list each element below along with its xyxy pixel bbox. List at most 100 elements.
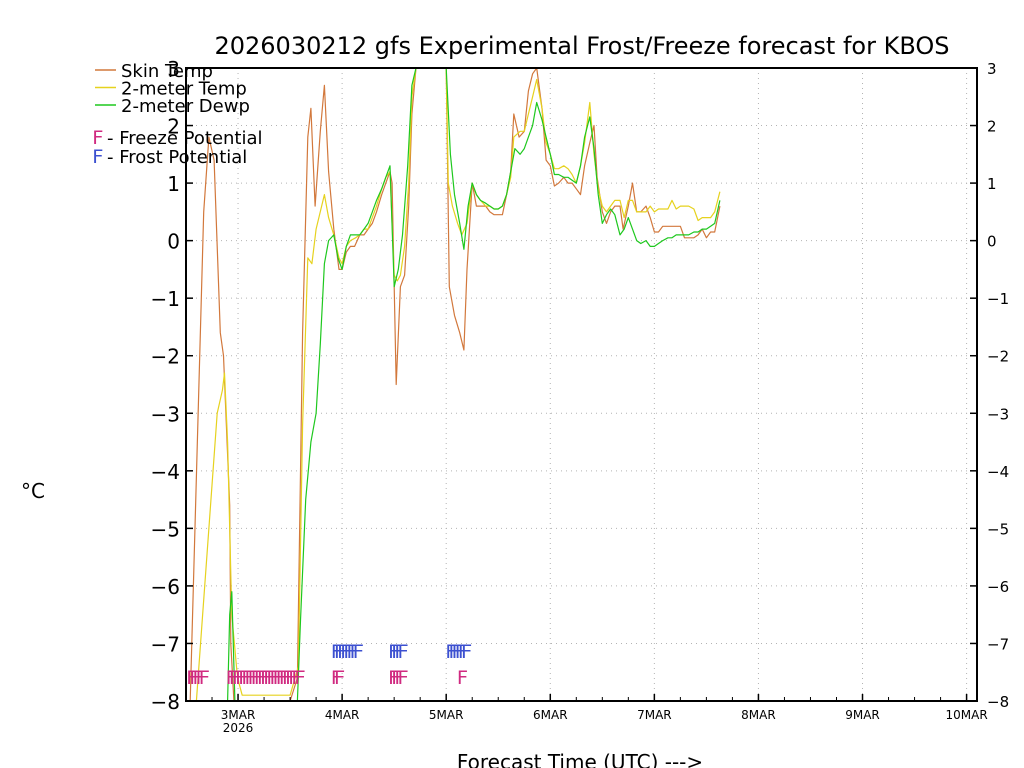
x-tick-label: 9MAR: [845, 708, 880, 722]
freeze-marker: F: [189, 667, 200, 689]
y-tick-label-right: 0: [987, 233, 997, 251]
y-axis-left: −8 −7 −6 −5 −4 −3 −2 −1 0 1 2 3: [151, 57, 193, 714]
y-tick-label-right: −8: [987, 693, 1009, 711]
freeze-marker: F: [388, 667, 399, 689]
freeze-marker: F: [232, 667, 243, 689]
freeze-marker: F: [394, 667, 405, 689]
x-axis-label: Forecast Time (UTC) --->: [457, 750, 703, 768]
freeze-marker: F: [235, 667, 246, 689]
legend-marker-glyph-1: F: [92, 127, 103, 149]
y-tick-label-right: −3: [987, 405, 1009, 423]
y-tick-label-right: 1: [987, 175, 997, 193]
freeze-marker: F: [391, 667, 402, 689]
freeze-marker: F: [241, 667, 252, 689]
y-tick-label-left: 1: [167, 172, 180, 196]
freeze-marker: F: [251, 667, 262, 689]
freeze-marker: F: [397, 667, 408, 689]
y-tick-label-right: 3: [987, 60, 997, 78]
y-axis-label: °C: [21, 479, 45, 503]
freeze-marker: F: [276, 667, 287, 689]
x-tick-sublabel: 2026: [223, 721, 254, 735]
series-group: [189, 67, 721, 702]
y-tick-label-left: 0: [167, 230, 180, 254]
legend-marker-label-1: - Freeze Potential: [107, 128, 263, 149]
legend-label-2: 2-meter Temp: [121, 79, 247, 100]
frost-marker: F: [458, 641, 469, 663]
frost-marker: F: [331, 641, 342, 663]
frost-marker: F: [337, 641, 348, 663]
freeze-marker: F: [254, 667, 265, 689]
y-tick-label-left: 2: [167, 115, 180, 139]
freeze-marker: F: [266, 667, 277, 689]
x-tick-label: 8MAR: [741, 708, 776, 722]
y-tick-label-right: −1: [987, 290, 1009, 308]
freeze-marker: F: [186, 667, 197, 689]
freeze-marker: F: [238, 667, 249, 689]
y-tick-label-right: −5: [987, 520, 1009, 538]
frost-marker: F: [394, 641, 405, 663]
frost-marker: F: [448, 641, 459, 663]
legend-marker-glyph-2: F: [92, 146, 103, 168]
y-tick-label-right: −4: [987, 463, 1009, 481]
y-tick-label-right: 2: [987, 118, 997, 136]
freeze-marker: F: [198, 667, 209, 689]
x-tick-label: 3MAR: [221, 708, 256, 722]
freeze-marker: F: [247, 667, 258, 689]
y-tick-label-left: −7: [151, 632, 180, 656]
freeze-marker: F: [257, 667, 268, 689]
freeze-marker: F: [226, 667, 237, 689]
legend-label-3: 2-meter Dewp: [121, 96, 250, 117]
frost-marker: F: [340, 641, 351, 663]
x-tick-label: 6MAR: [533, 708, 568, 722]
freeze-marker: F: [457, 667, 468, 689]
y-tick-label-left: −6: [151, 575, 180, 599]
freeze-marker: F: [195, 667, 206, 689]
freeze-marker: F: [334, 667, 345, 689]
frost-marker: F: [343, 641, 354, 663]
freeze-marker: F: [331, 667, 342, 689]
y-tick-label-left: −4: [151, 460, 180, 484]
frost-marker: F: [455, 641, 466, 663]
frost-marker: F: [397, 641, 408, 663]
frost-marker: F: [451, 641, 462, 663]
freeze-marker: F: [285, 667, 296, 689]
frost-marker: F: [391, 641, 402, 663]
plot-frame: [185, 67, 978, 702]
y-tick-label-left: −8: [151, 690, 180, 714]
legend-marker-label-2: - Frost Potential: [107, 147, 247, 168]
y-tick-label-left: 3: [167, 57, 180, 81]
y-tick-label-left: −3: [151, 402, 180, 426]
chart-title: 2026030212 gfs Experimental Frost/Freeze…: [214, 32, 949, 60]
freeze-marker: F: [229, 667, 240, 689]
y-tick-label-right: −6: [987, 578, 1009, 596]
freeze-marker: F: [288, 667, 299, 689]
freeze-marker: F: [244, 667, 255, 689]
y-axis-right: −8 −7 −6 −5 −4 −3 −2 −1 0 1 2 3: [970, 60, 1009, 711]
frost-marker: F: [353, 641, 364, 663]
freeze-marker: F: [260, 667, 271, 689]
grid: [186, 68, 977, 701]
x-tick-label: 5MAR: [429, 708, 464, 722]
y-tick-label-left: −2: [151, 345, 180, 369]
legend-label-1: Skin Temp: [121, 61, 213, 82]
x-tick-label: 10MAR: [946, 708, 988, 722]
freeze-marker: F: [269, 667, 280, 689]
x-tick-label: 7MAR: [637, 708, 672, 722]
frost-marker: F: [445, 641, 456, 663]
freeze-marker: F: [294, 667, 305, 689]
frost-marker: F: [349, 641, 360, 663]
series-line-skin-temp: [189, 67, 721, 702]
frost-marker: F: [461, 641, 472, 663]
freeze-marker: F: [272, 667, 283, 689]
frost-marker: F: [334, 641, 345, 663]
freeze-marker: F: [282, 667, 293, 689]
y-tick-label-left: −1: [151, 287, 180, 311]
y-tick-label-left: −5: [151, 517, 180, 541]
x-tick-label: 4MAR: [325, 708, 360, 722]
series-line-2-meter-dewp: [227, 67, 721, 702]
y-tick-label-right: −2: [987, 348, 1009, 366]
